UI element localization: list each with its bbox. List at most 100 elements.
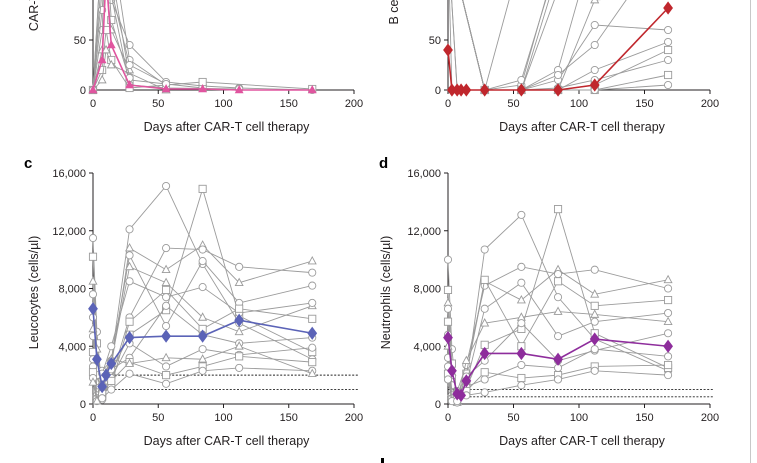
individual-data-point [162, 301, 171, 310]
individual-data-point [125, 261, 135, 271]
individual-data-point [664, 329, 673, 338]
individual-data-point [553, 375, 563, 384]
median-data-point [124, 330, 135, 345]
median-data-point [589, 78, 600, 92]
individual-data-point [235, 262, 244, 271]
individual-data-point [161, 264, 171, 274]
individual-data-point [234, 277, 244, 287]
individual-data-point [590, 65, 599, 75]
individual-data-point [162, 244, 171, 253]
individual-data-point [235, 363, 244, 372]
median-data-point [553, 83, 563, 97]
individual-data-point [125, 358, 135, 367]
panel-letter: d [379, 155, 388, 172]
x-tick-label: 200 [345, 412, 363, 424]
individual-data-point [590, 0, 600, 4]
individual-data-point [308, 298, 317, 307]
individual-data-point [88, 233, 98, 243]
median-data-point [307, 85, 317, 94]
individual-data-point [162, 362, 171, 371]
x-tick-label: 200 [345, 98, 363, 110]
individual-data-point [480, 304, 489, 313]
individual-data-point [97, 74, 107, 84]
individual-data-point [461, 355, 471, 365]
individual-data-point [308, 268, 317, 277]
panel-b: 0 50 100 150 200 0 50 Days after CAR-T cell the… [387, 0, 719, 134]
median-data-point [198, 84, 208, 93]
y-axis-title: CAR-T [27, 0, 41, 31]
individual-data-point [590, 20, 599, 30]
individual-patient-line [92, 0, 167, 91]
median-data-point [589, 332, 600, 346]
individual-data-point [125, 225, 134, 234]
individual-data-point [307, 368, 317, 378]
individual-data-point [198, 354, 208, 363]
individual-data-point [443, 317, 453, 326]
individual-data-point [198, 245, 207, 254]
y-tick-label: 4,000 [413, 341, 441, 353]
y-tick-label: 16,000 [52, 168, 86, 180]
individual-data-point [162, 293, 171, 302]
individual-data-point [664, 284, 673, 293]
x-tick-label: 50 [152, 412, 164, 424]
individual-data-point [517, 360, 526, 370]
y-tick-label: 0 [80, 399, 86, 411]
y-tick-label: 0 [435, 399, 441, 411]
individual-data-point [590, 289, 600, 298]
individual-patient-line [92, 0, 130, 91]
y-tick-label: 16,000 [407, 168, 441, 180]
next-panel-letter-fragment [381, 458, 384, 463]
individual-data-point [664, 25, 673, 35]
plot-area [443, 205, 673, 407]
x-tick-label: 200 [701, 98, 719, 110]
plot-area [88, 181, 318, 406]
individual-patient-line [92, 0, 203, 91]
individual-data-point [88, 290, 98, 299]
median-data-point [106, 356, 117, 371]
median-data-point [443, 43, 453, 57]
x-tick-label: 150 [635, 98, 653, 110]
individual-data-point [553, 332, 563, 341]
individual-data-point [553, 293, 563, 302]
individual-data-point [664, 70, 673, 80]
individual-data-point [198, 184, 207, 193]
y-tick-label: 0 [435, 85, 441, 97]
individual-data-point [553, 270, 563, 279]
y-axis-title: Neutrophils (cells/µl) [379, 236, 393, 349]
x-tick-label: 100 [214, 412, 232, 424]
median-data-point [461, 83, 472, 97]
individual-data-point [443, 304, 453, 313]
individual-data-point [125, 242, 135, 252]
individual-data-point [553, 205, 563, 214]
individual-data-point [517, 319, 526, 328]
y-tick-label: 50 [74, 35, 86, 47]
individual-data-point [162, 379, 171, 388]
individual-data-point [125, 277, 134, 286]
panel-d: 0 50 100 150 200 0 4,000 8,000 12,000 16,000 Days … [379, 155, 719, 448]
median-data-point [101, 368, 111, 382]
individual-data-point [198, 366, 207, 375]
y-axis-title: Leucocytes (cells/µl) [27, 236, 41, 350]
individual-data-point [198, 345, 207, 354]
plot-area [443, 0, 673, 97]
individual-data-point [664, 371, 673, 380]
y-tick-label: 8,000 [58, 284, 86, 296]
median-data-point [92, 352, 102, 366]
median-data-point [456, 388, 466, 402]
y-tick-label: 0 [80, 85, 86, 97]
median-data-point [516, 346, 527, 361]
individual-data-point [125, 317, 134, 326]
individual-data-point [308, 314, 317, 323]
y-tick-label: 12,000 [407, 226, 441, 238]
median-data-point [479, 83, 490, 97]
median-data-point [516, 83, 527, 97]
panel-letter: c [24, 155, 32, 172]
median-data-point [234, 313, 245, 327]
x-tick-label: 0 [90, 98, 96, 110]
plot-area [88, 0, 317, 95]
x-tick-label: 0 [445, 412, 451, 424]
individual-data-point [517, 373, 526, 383]
individual-data-point [590, 345, 599, 354]
individual-data-point [125, 251, 134, 260]
